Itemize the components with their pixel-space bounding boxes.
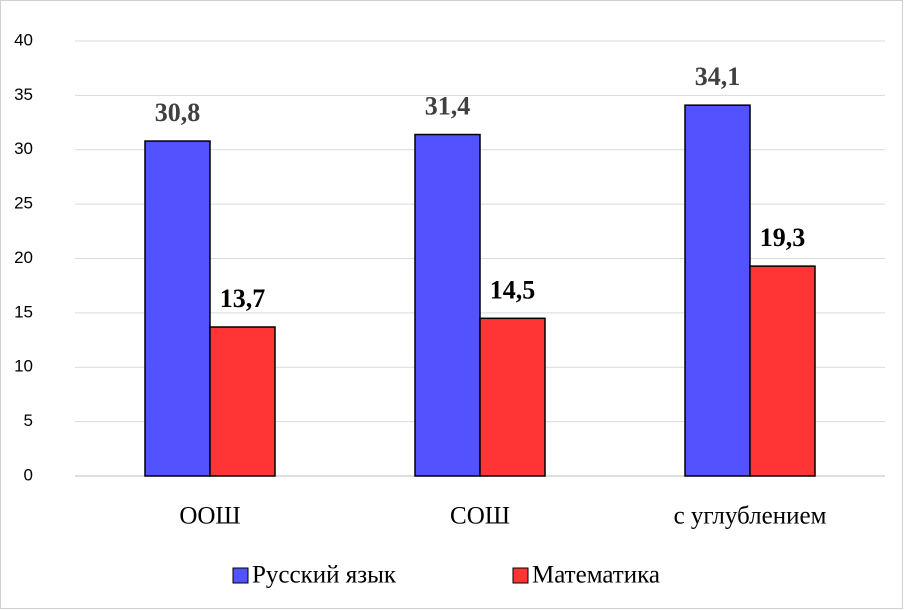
bar <box>144 140 211 477</box>
value-label: 34,1 <box>695 62 741 91</box>
x-tick-label: СОШ <box>450 503 510 530</box>
x-tick-label: ООШ <box>179 503 240 530</box>
y-tick-label: 25 <box>14 194 33 213</box>
y-tick-label: 10 <box>14 357 33 376</box>
y-tick-label: 30 <box>14 139 33 158</box>
y-tick-label: 35 <box>14 85 33 104</box>
y-tick-label: 40 <box>14 30 33 49</box>
bar <box>684 104 751 477</box>
legend-label: Русский язык <box>252 562 397 589</box>
y-tick-label: 15 <box>14 302 33 321</box>
bar <box>749 265 816 477</box>
legend-swatch <box>512 567 529 584</box>
bar <box>209 326 276 477</box>
y-tick-label: 0 <box>24 465 33 484</box>
value-label: 19,3 <box>760 223 806 252</box>
value-label: 13,7 <box>220 284 266 313</box>
bar <box>414 133 481 477</box>
legend-label: Математика <box>532 562 660 589</box>
value-label: 31,4 <box>425 91 471 120</box>
y-tick-label: 20 <box>14 248 33 267</box>
legend-swatch <box>232 567 249 584</box>
x-tick-label: с углублением <box>674 503 827 530</box>
bar <box>479 317 546 477</box>
value-label: 14,5 <box>490 275 536 304</box>
value-label: 30,8 <box>155 98 201 127</box>
y-tick-label: 5 <box>24 411 33 430</box>
